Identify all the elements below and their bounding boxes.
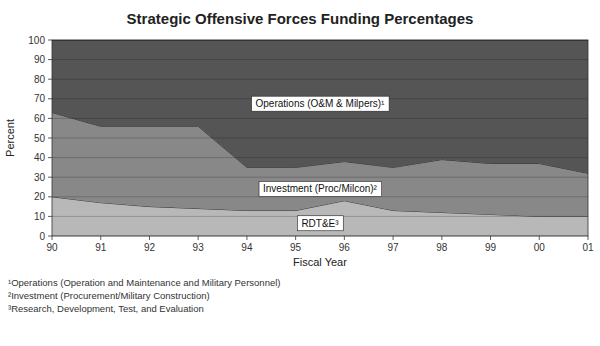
x-tick-label: 90 — [46, 242, 58, 253]
y-tick — [48, 40, 52, 41]
y-tick — [48, 196, 52, 197]
x-tick — [198, 236, 199, 240]
y-tick-label: 100 — [28, 35, 45, 46]
areas — [52, 40, 588, 236]
footnote: ²Investment (Procurement/Military Constr… — [8, 290, 210, 301]
footnotes: ¹Operations (Operation and Maintenance a… — [8, 277, 280, 314]
y-tick-label: 90 — [34, 54, 46, 65]
x-tick — [246, 236, 247, 240]
y-tick — [48, 118, 52, 119]
y-tick — [48, 236, 52, 237]
y-tick — [48, 98, 52, 99]
y-tick-label: 60 — [34, 113, 46, 124]
y-tick — [48, 216, 52, 217]
x-tick-label: 93 — [193, 242, 205, 253]
x-tick — [52, 236, 53, 240]
x-tick-label: 99 — [485, 242, 497, 253]
series-label: Operations (O&M & Milpers)¹ — [252, 96, 390, 111]
series-label-text: RDT&E³ — [301, 218, 339, 229]
area — [52, 40, 588, 173]
plot-frame — [52, 40, 588, 236]
y-tick-label: 20 — [34, 191, 46, 202]
x-tick-label: 94 — [241, 242, 253, 253]
series-label: Investment (Proc/Milcon)² — [259, 181, 382, 196]
x-axis: 90 91 92 93 94 95 96 97 98 99 00 01 — [46, 236, 594, 253]
y-tick-label: 50 — [34, 133, 46, 144]
grid-line — [52, 177, 588, 178]
y-tick — [48, 138, 52, 139]
x-tick-label: 00 — [534, 242, 546, 253]
chart: Strategic Offensive Forces Funding Perce… — [0, 0, 600, 346]
x-tick — [588, 236, 589, 240]
x-tick-label: 95 — [290, 242, 302, 253]
label-box — [259, 181, 382, 196]
x-tick — [441, 236, 442, 240]
x-tick — [149, 236, 150, 240]
y-tick — [48, 177, 52, 178]
label-box — [297, 216, 343, 231]
x-tick-label: 97 — [388, 242, 400, 253]
grid-line — [52, 118, 588, 119]
title: Strategic Offensive Forces Funding Perce… — [127, 10, 474, 27]
footnote: ¹Operations (Operation and Maintenance a… — [8, 277, 280, 288]
y-tick-label: 30 — [34, 172, 46, 183]
y-tick-label: 10 — [34, 211, 46, 222]
series-label-text: Operations (O&M & Milpers)¹ — [256, 98, 386, 109]
grid-line — [52, 138, 588, 139]
y-tick-label: 40 — [34, 152, 46, 163]
x-tick — [344, 236, 345, 240]
x-tick — [490, 236, 491, 240]
footnote: ³Research, Development, Test, and Evalua… — [8, 303, 204, 314]
x-axis-label: Fiscal Year — [293, 256, 347, 268]
x-tick — [100, 236, 101, 240]
y-axis: 0 10 20 30 40 50 60 70 80 90 100 — [28, 35, 52, 242]
x-tick-label: 01 — [582, 242, 594, 253]
y-tick — [48, 79, 52, 80]
y-tick — [48, 59, 52, 60]
y-tick-label: 0 — [39, 231, 45, 242]
x-tick-label: 91 — [95, 242, 107, 253]
series-labels: RDT&E³ Investment (Proc/Milcon)² Operation… — [252, 96, 390, 231]
x-tick-label: 92 — [144, 242, 156, 253]
x-tick — [295, 236, 296, 240]
grid-line — [52, 79, 588, 80]
grid-line — [52, 59, 588, 60]
x-tick-label: 96 — [339, 242, 351, 253]
series-label-text: Investment (Proc/Milcon)² — [263, 183, 378, 194]
x-tick-label: 98 — [436, 242, 448, 253]
series-label: RDT&E³ — [297, 216, 343, 231]
x-tick — [539, 236, 540, 240]
label-box — [252, 96, 390, 111]
grid-line — [52, 157, 588, 158]
y-axis-label: Percent — [4, 119, 16, 157]
y-tick — [48, 157, 52, 158]
page: {"chart_data": { "type": "area", "title"… — [0, 0, 600, 346]
grid — [52, 40, 588, 236]
y-tick-label: 80 — [34, 74, 46, 85]
x-tick — [393, 236, 394, 240]
y-tick-label: 70 — [34, 93, 46, 104]
